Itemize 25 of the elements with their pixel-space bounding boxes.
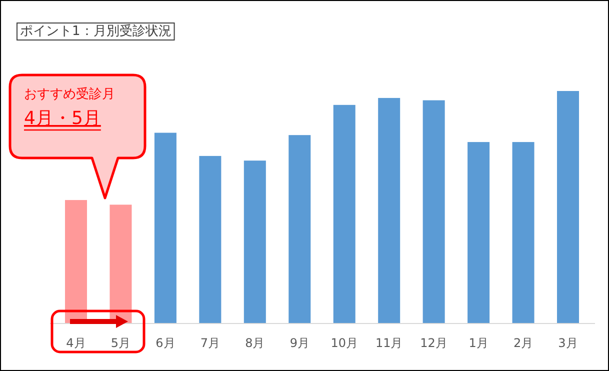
x-tick-label: 9月 — [290, 336, 310, 350]
annotation: おすすめ受診月 — [24, 87, 115, 102]
x-tick-label: 8月 — [245, 336, 265, 350]
x-tick-label: 3月 — [558, 336, 578, 350]
x-tick-label: 11月 — [375, 336, 403, 350]
x-tick-label: 10月 — [330, 336, 358, 350]
bar — [333, 104, 356, 323]
bar — [468, 142, 490, 323]
annotation: 4月・5月 — [24, 108, 101, 129]
bar — [422, 100, 445, 323]
bar — [244, 160, 266, 323]
x-tick-label: 6月 — [156, 336, 176, 350]
x-tick-label: 7月 — [200, 336, 220, 350]
x-tick-label: 2月 — [513, 336, 534, 350]
x-tick-label: 1月 — [468, 336, 488, 350]
x-tick-label: 5月 — [110, 336, 131, 350]
x-tick-label: 12月 — [420, 336, 448, 350]
bar — [557, 91, 579, 323]
bar — [199, 156, 222, 323]
x-tick-label: 4月 — [66, 336, 86, 350]
bar — [512, 142, 534, 323]
bar — [154, 132, 176, 323]
bar — [378, 98, 400, 323]
bar — [288, 135, 311, 323]
chart-title: ポイント1：月別受診状況 — [20, 24, 172, 39]
